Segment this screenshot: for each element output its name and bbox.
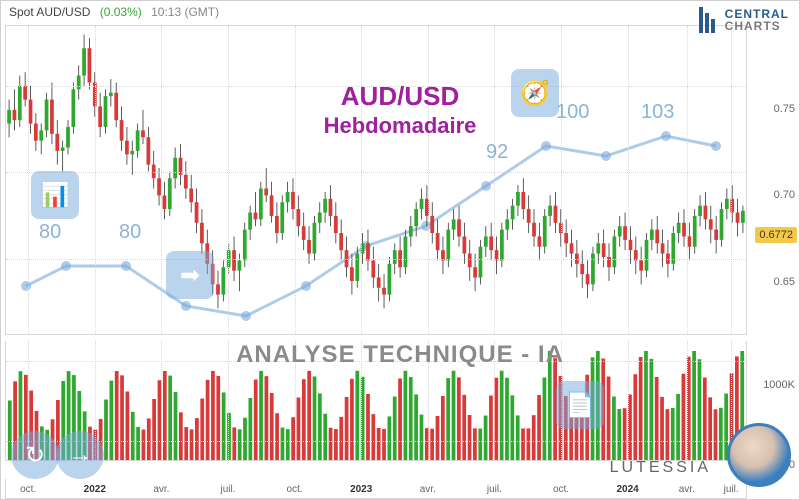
watermark-number: 80 <box>119 221 141 244</box>
brand-label: LUTESSIA <box>610 459 711 477</box>
header-bar: Spot AUD/USD (0.03%) 10:13 (GMT) <box>9 5 219 19</box>
watermark-number: 100 <box>556 101 589 124</box>
change-pct: (0.03%) <box>100 5 142 19</box>
watermark-number: 80 <box>39 221 61 244</box>
x-tick: juil. <box>220 484 235 495</box>
y-axis: 0.650.700.75 0.6772 0001000K <box>747 25 799 461</box>
logo: CENTRAL CHARTS <box>699 7 789 33</box>
chart-title-timeframe: Hebdomadaire <box>324 113 477 139</box>
watermark-circle-arrow2-icon[interactable]: → <box>56 431 104 479</box>
symbol-label: Spot AUD/USD <box>9 5 90 19</box>
section-title: ANALYSE TECHNIQUE - IA <box>236 341 564 369</box>
x-tick: avr. <box>679 484 695 495</box>
x-tick: avr. <box>153 484 169 495</box>
chart-container: Spot AUD/USD (0.03%) 10:13 (GMT) CENTRAL… <box>0 0 800 500</box>
candlestick-series <box>6 26 746 334</box>
avatar-icon[interactable] <box>727 423 791 487</box>
watermark-circle-arrow-icon[interactable]: ↻ <box>11 431 59 479</box>
x-tick: oct. <box>553 484 569 495</box>
watermark-compass-icon: 🧭 <box>511 69 559 117</box>
x-tick: 2024 <box>616 484 638 495</box>
logo-icon <box>699 7 719 33</box>
current-price-tag: 0.6772 <box>755 227 797 243</box>
price-chart[interactable] <box>5 25 747 335</box>
timestamp: 10:13 (GMT) <box>151 5 219 19</box>
watermark-number: 92 <box>486 141 508 164</box>
x-tick: 2022 <box>84 484 106 495</box>
x-tick: oct. <box>287 484 303 495</box>
x-tick: juil. <box>487 484 502 495</box>
watermark-chart-icon: 📊 <box>31 171 79 219</box>
chart-title-pair: AUD/USD <box>341 81 459 112</box>
watermark-number: 103 <box>641 101 674 124</box>
logo-text: CENTRAL CHARTS <box>725 8 789 32</box>
watermark-arrow-icon: ➡ <box>166 251 214 299</box>
x-tick: avr. <box>420 484 436 495</box>
x-tick: oct. <box>20 484 36 495</box>
x-tick: juil. <box>724 484 739 495</box>
watermark-doc-icon: 📄 <box>556 381 604 429</box>
x-tick: 2023 <box>350 484 372 495</box>
x-axis: oct. 2022 avr. juil. oct. 2023 avr. juil. oct. 20… <box>5 479 747 499</box>
